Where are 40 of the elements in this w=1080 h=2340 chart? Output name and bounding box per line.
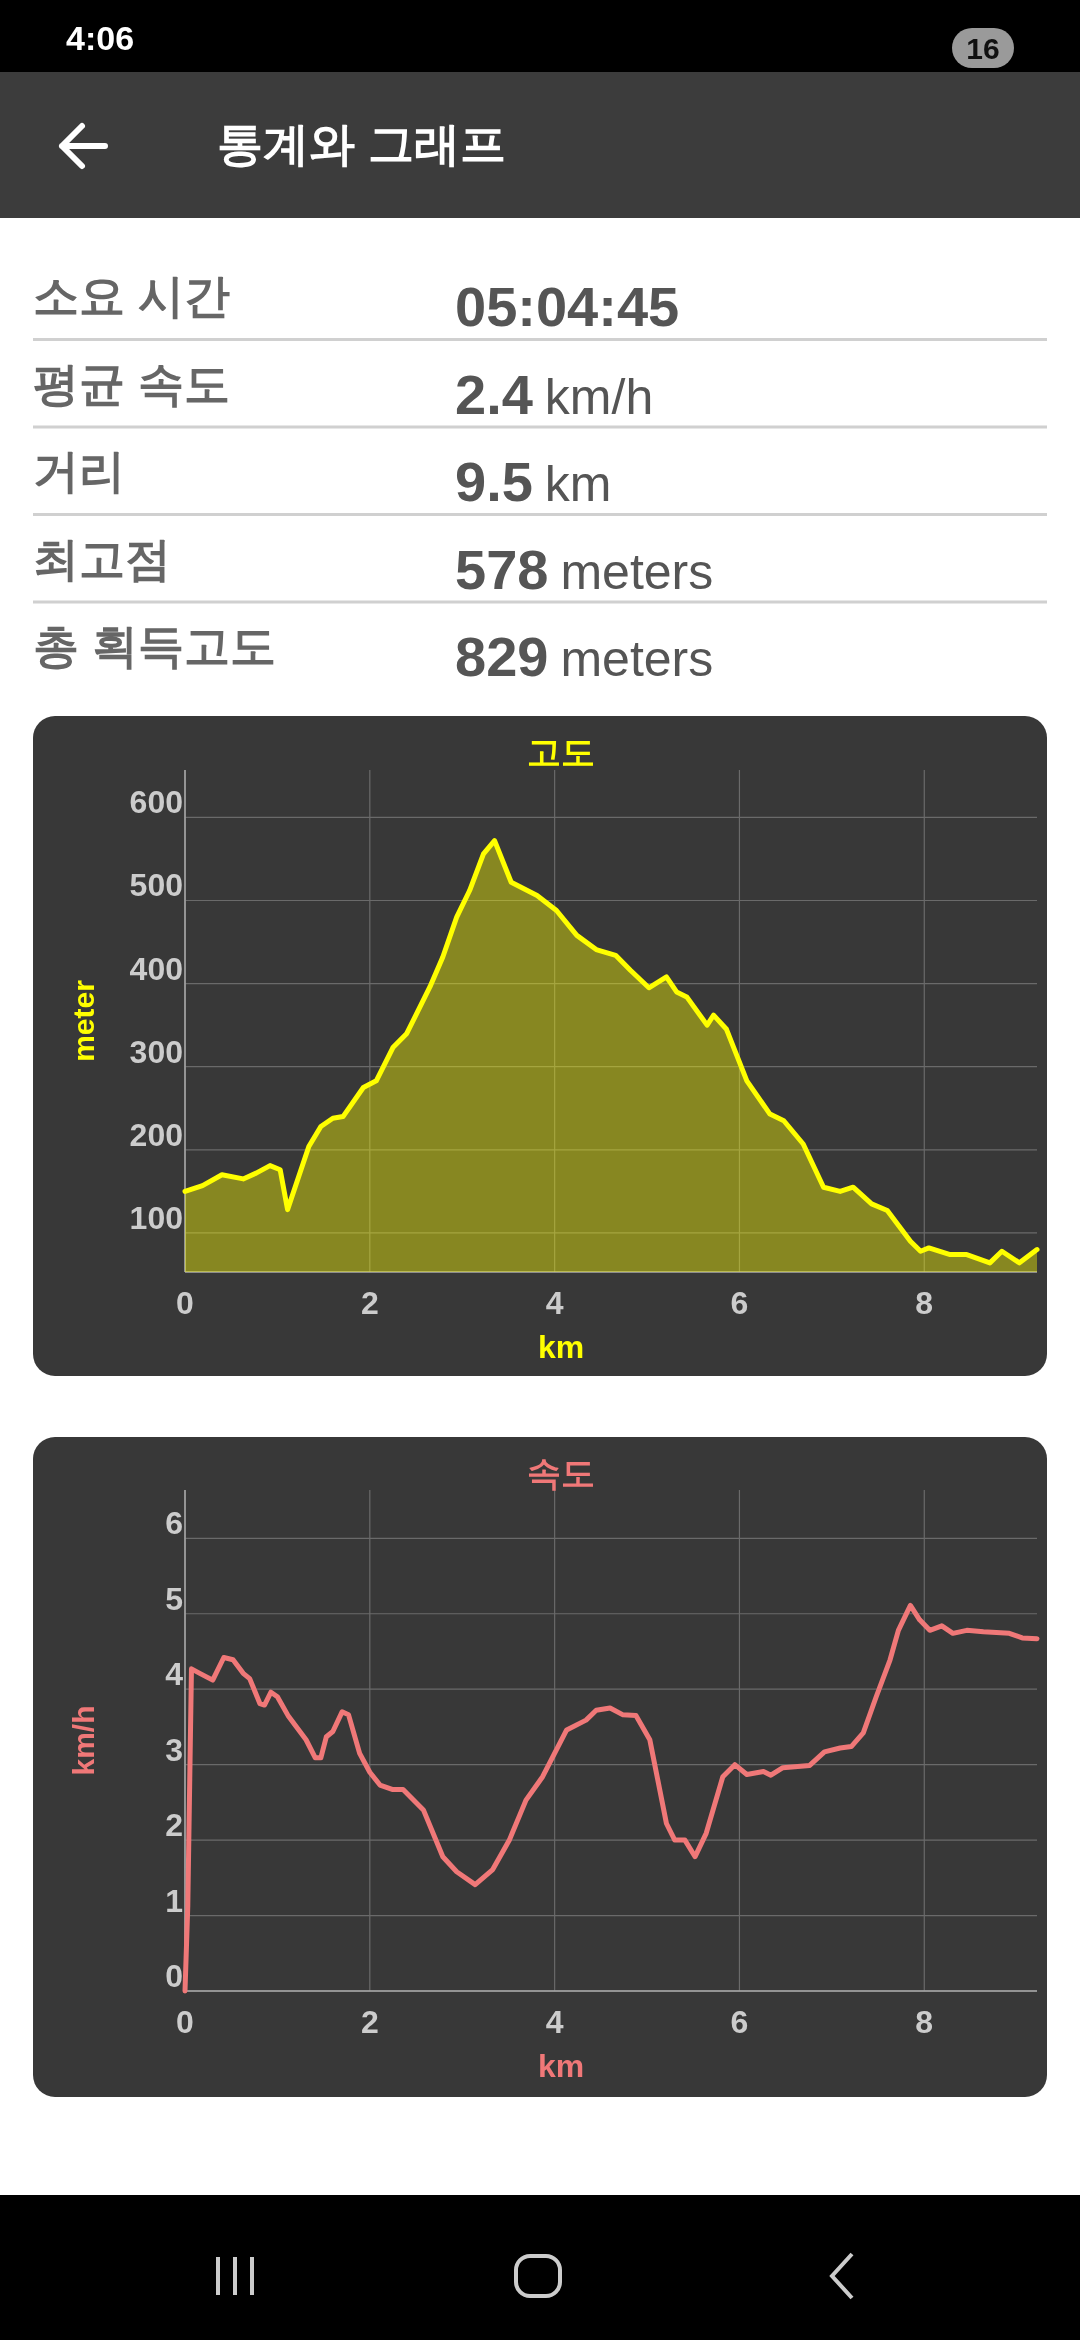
y-axis-title: meter bbox=[67, 979, 100, 1062]
category-label: 최고점 bbox=[33, 532, 171, 585]
y-tick-label: 300 bbox=[129, 1033, 183, 1070]
text: 16 bbox=[966, 32, 1000, 65]
y-tick-label: 0 bbox=[165, 1958, 183, 1994]
text: 9.5 km bbox=[455, 450, 612, 513]
text: 통계와 그래프 bbox=[217, 118, 506, 170]
y-tick-label: 2 bbox=[165, 1807, 183, 1844]
x-tick-label: 2 bbox=[360, 1285, 379, 1321]
chart-title: 속도 bbox=[527, 1454, 595, 1492]
y-tick-label: 400 bbox=[129, 950, 183, 987]
text: 829 meters bbox=[455, 625, 714, 688]
x-tick-label: 8 bbox=[915, 1285, 934, 1321]
x-tick-label: 4 bbox=[545, 2004, 564, 2040]
category-label: 총 획득고도 bbox=[33, 620, 276, 672]
x-tick-label: 6 bbox=[730, 1285, 749, 1321]
x-tick-label: 6 bbox=[730, 2004, 749, 2040]
y-tick-label: 5 bbox=[165, 1580, 183, 1617]
category-label: 소요 시간 bbox=[33, 270, 230, 322]
x-axis-title: km bbox=[537, 2048, 585, 2084]
y-axis-title: km/h bbox=[67, 1705, 100, 1776]
y-tick-label: 3 bbox=[165, 1731, 183, 1768]
y-tick-label: 500 bbox=[129, 867, 183, 904]
y-tick-label: 4 bbox=[165, 1656, 184, 1693]
y-tick-label: 200 bbox=[129, 1116, 183, 1153]
category-label: 거리 bbox=[33, 445, 125, 497]
chart-title: 고도 bbox=[527, 733, 595, 771]
text: 578 meters bbox=[455, 537, 714, 601]
x-axis-title: km bbox=[537, 1329, 585, 1365]
y-tick-label: 600 bbox=[129, 784, 183, 821]
y-tick-label: 1 bbox=[165, 1882, 183, 1919]
text: 4:06 bbox=[66, 19, 135, 57]
x-tick-label: 4 bbox=[545, 1285, 564, 1321]
y-tick-label: 6 bbox=[165, 1505, 183, 1542]
x-tick-label: 8 bbox=[915, 2004, 934, 2040]
y-tick-label: 100 bbox=[129, 1199, 183, 1236]
x-tick-label: 2 bbox=[360, 2004, 379, 2040]
text: 2.4 km/h bbox=[455, 362, 654, 426]
text: 05:04:45 bbox=[455, 275, 680, 338]
category-label: 평균 속도 bbox=[33, 357, 230, 410]
